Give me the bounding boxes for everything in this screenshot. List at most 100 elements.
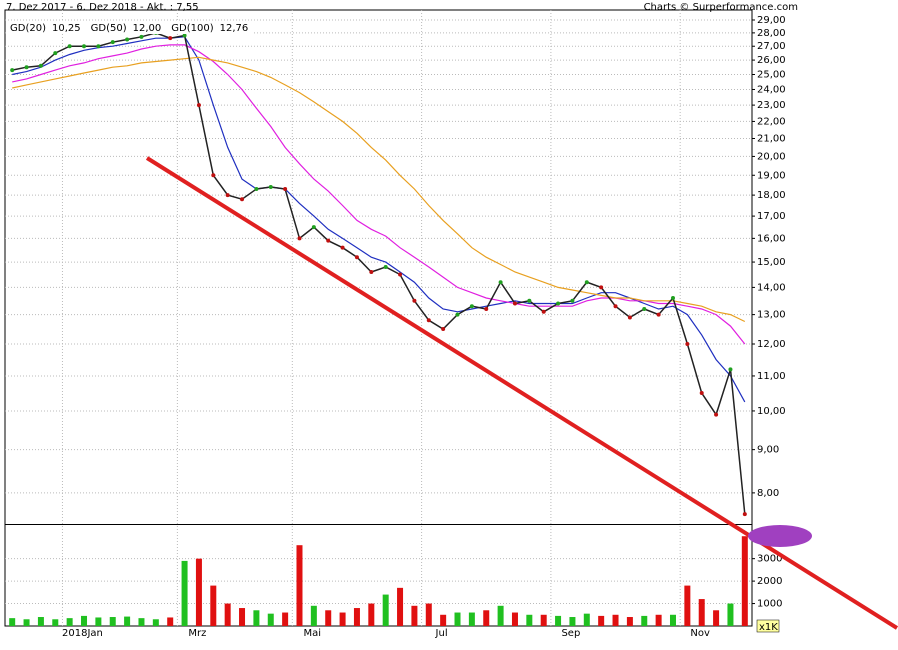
price-point [498,280,503,285]
volume-bar [339,612,346,626]
volume-bar [741,536,748,626]
price-point [426,318,431,323]
y-tick-label: 29,00 [757,15,786,26]
y-tick-label: 3000 [757,554,782,565]
price-point [541,309,546,314]
price-point [125,37,130,42]
price-point [484,307,489,312]
price-point [24,65,29,70]
volume-bar [66,618,73,626]
volume-bar [23,619,30,626]
legend-value: 10,25 [52,23,81,34]
volume-bar [224,603,231,626]
volume-bar [282,612,289,626]
price-point [96,44,101,49]
volume-bar [698,599,705,626]
y-tick-label: 10,00 [757,406,786,417]
y-tick-label: 11,00 [757,371,786,382]
price-point [67,44,72,49]
price-point [225,193,230,198]
y-tick-label: 1000 [757,599,782,610]
volume-bar [195,558,202,626]
volume-bar [684,585,691,626]
y-tick-label: 27,00 [757,41,786,52]
y-tick-label: 2000 [757,576,782,587]
source: Charts © Surperformance.com [644,2,798,13]
price-point [383,264,388,269]
volume-bar [37,617,44,626]
volume-bar [669,614,676,626]
volume-bar [368,603,375,626]
price-point [398,272,403,277]
price-line [12,32,746,515]
trend-line [145,156,898,630]
price-point [168,36,173,41]
price-point [38,63,43,68]
volume-bar [181,560,188,626]
price-point [570,298,575,303]
y-tick-label: 28,00 [757,28,786,39]
volume-bar [598,615,605,626]
volume-bar [109,617,116,626]
price-point [10,68,15,73]
y-tick-label: 24,00 [757,84,786,95]
moving-average [12,44,746,345]
volume-bar [468,612,475,626]
price-point [728,367,733,372]
volume-bar [167,617,174,626]
volume-bar [397,587,404,626]
volume-bar [138,618,145,626]
y-tick-label: 23,00 [757,100,786,111]
volume-bar [641,615,648,626]
volume-bar [296,545,303,626]
y-tick-label: 26,00 [757,55,786,66]
volume-bar [483,610,490,626]
price-point [699,391,704,396]
y-tick-label: 15,00 [757,257,786,268]
y-tick-label: 25,00 [757,69,786,80]
price-point [326,238,331,243]
price-point [254,187,259,192]
volume-bar [454,612,461,626]
price-point [311,225,316,230]
y-tick-label: 13,00 [757,310,786,321]
volume-bar [253,610,260,626]
marks [9,30,748,626]
y-tick-label: 22,00 [757,116,786,127]
legend: GD(20) 10,25 GD(50) 12,00 GD(100) 12,76 [7,22,253,34]
volume-bar [713,610,720,626]
legend-box [7,22,253,34]
y-tick-label: 8,00 [757,488,779,499]
price-point [412,298,417,303]
y-tick-label: 12,00 [757,339,786,350]
price-point [627,315,632,320]
price-point [268,185,273,190]
price-point [441,327,446,332]
volume-bar [569,617,576,626]
x-tick-label: Nov [690,628,710,639]
price-point [139,34,144,39]
grid: 8,00 9,00 10,00 11,00 12,00 13,00 14,00 15,00 16… [5,10,786,639]
volume-bar [267,613,274,626]
volume-bar [540,614,547,626]
y-tick-label: 20,00 [757,151,786,162]
price-point [613,304,618,309]
volume-bar [626,617,633,626]
price-point [455,312,460,317]
volume-bar [526,614,533,626]
volume-bar [81,615,88,626]
volume-bar [310,605,317,626]
volume-bar [239,608,246,626]
volume-bar [152,619,159,626]
price-point [656,312,661,317]
y-tick-label: 14,00 [757,282,786,293]
y-tick-label: 18,00 [757,190,786,201]
price-point [714,412,719,417]
price-point [469,304,474,309]
price-point [283,187,288,192]
volume-bar [52,619,59,626]
price-point [670,296,675,301]
x-tick-label: Mai [304,628,322,639]
price-point [53,51,58,56]
